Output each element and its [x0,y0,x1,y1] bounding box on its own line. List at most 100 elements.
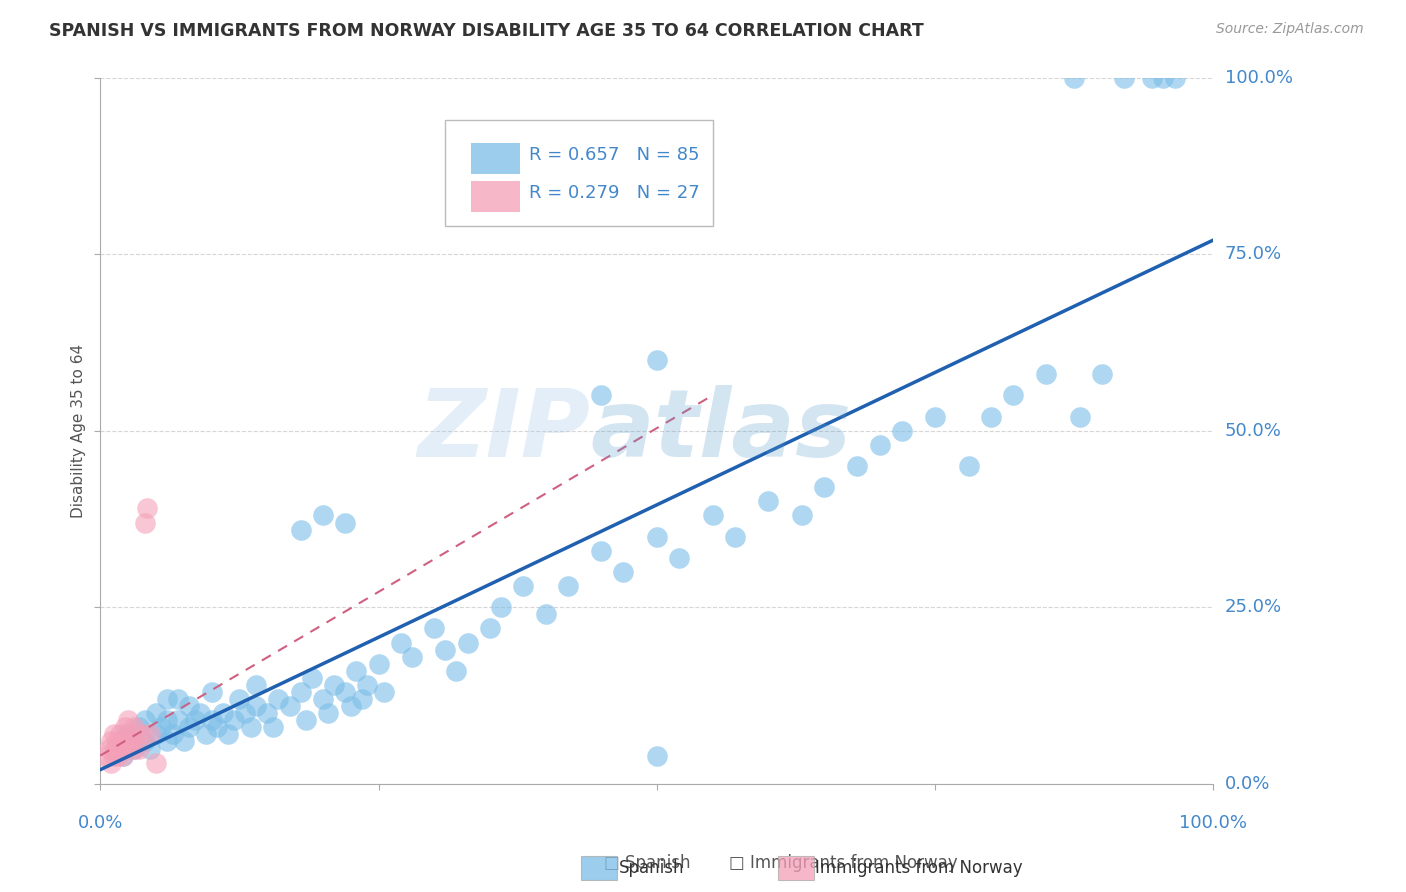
FancyBboxPatch shape [446,120,713,226]
Point [128,720,150,734]
Point [512,579,534,593]
Y-axis label: Disability Age 35 to 64: Disability Age 35 to 64 [72,343,86,517]
Point [1002,388,1025,402]
Text: Spanish: Spanish [619,859,685,877]
Point [333,685,356,699]
Point [846,458,869,473]
Point [890,424,912,438]
Point [114,741,136,756]
Point [645,748,668,763]
Point [290,685,312,699]
Point [267,692,290,706]
Point [350,692,373,706]
Point [156,692,179,706]
Point [489,600,512,615]
Point [1114,70,1136,85]
Point [1163,70,1185,85]
Text: atlas: atlas [591,384,851,476]
Point [200,713,222,727]
Point [117,727,139,741]
Point [333,516,356,530]
Point [125,727,148,741]
Point [167,713,190,727]
Point [645,530,668,544]
Point [457,635,479,649]
Point [145,756,167,770]
Point [156,734,179,748]
Point [190,706,212,721]
Point [312,508,335,523]
Point [100,756,122,770]
Point [111,748,134,763]
Point [367,657,389,671]
Point [356,678,378,692]
Point [162,727,184,741]
Point [957,458,980,473]
Point [301,671,323,685]
Point [111,734,134,748]
Point [446,664,468,678]
Point [103,748,125,763]
Point [110,741,132,756]
Text: 100.0%: 100.0% [1180,814,1247,832]
Point [1069,409,1091,424]
Text: SPANISH VS IMMIGRANTS FROM NORWAY DISABILITY AGE 35 TO 64 CORRELATION CHART: SPANISH VS IMMIGRANTS FROM NORWAY DISABI… [49,22,924,40]
Point [869,438,891,452]
Point [114,720,136,734]
Point [110,727,132,741]
Point [339,699,361,714]
Point [94,748,117,763]
Text: 50.0%: 50.0% [1225,422,1281,440]
Point [200,685,222,699]
Point [790,508,813,523]
Point [173,734,195,748]
Point [104,741,127,756]
Point [156,713,179,727]
Point [389,635,412,649]
Text: ZIP: ZIP [418,384,591,476]
Point [256,706,278,721]
Point [131,727,153,741]
Point [478,622,501,636]
Point [150,720,173,734]
Point [239,720,262,734]
Point [117,713,139,727]
Point [205,720,228,734]
Point [591,543,613,558]
Text: 0.0%: 0.0% [77,814,122,832]
Text: R = 0.657   N = 85: R = 0.657 N = 85 [529,145,699,163]
Point [134,734,156,748]
Point [103,727,125,741]
Point [117,734,139,748]
Point [1091,367,1114,381]
Point [534,607,557,622]
Point [1142,70,1164,85]
Text: 100.0%: 100.0% [1225,69,1292,87]
Point [668,550,690,565]
Point [167,692,190,706]
Point [98,741,121,756]
Point [262,720,284,734]
Text: □ Immigrants from Norway: □ Immigrants from Norway [730,855,957,872]
Point [245,678,267,692]
Point [233,706,256,721]
Point [139,727,162,741]
Point [591,388,613,402]
Point [557,579,579,593]
Point [145,706,167,721]
Point [434,642,457,657]
Point [222,713,245,727]
Point [122,720,145,734]
Point [645,353,668,368]
Point [134,713,156,727]
Point [211,706,233,721]
Point [1035,367,1057,381]
Point [136,501,159,516]
Point [184,713,207,727]
Text: Immigrants from Norway: Immigrants from Norway [815,859,1024,877]
Point [980,409,1002,424]
Point [813,480,835,494]
Point [120,734,142,748]
Point [179,720,201,734]
Point [100,734,122,748]
